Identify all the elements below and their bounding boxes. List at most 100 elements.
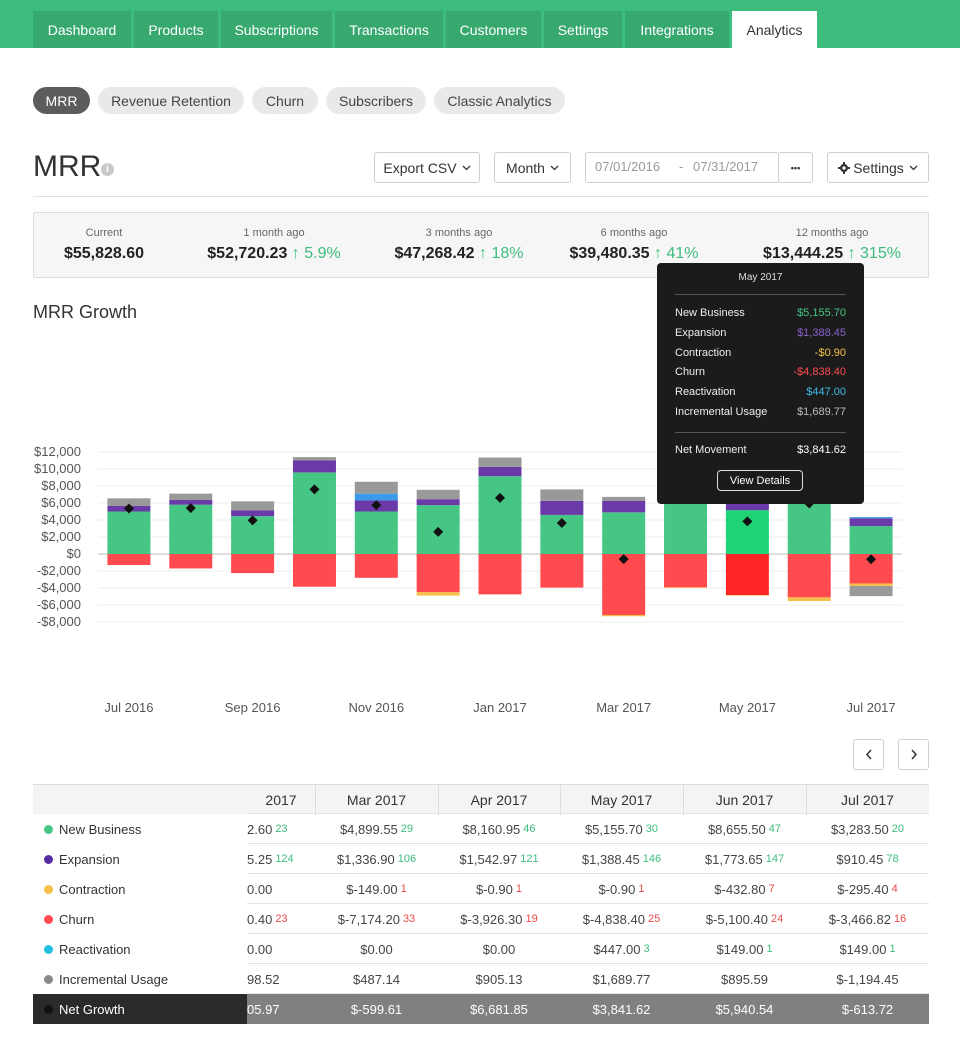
- tooltip-label: Reactivation: [675, 386, 736, 398]
- bar-segment-expansion[interactable]: [416, 499, 460, 506]
- pill-mrr[interactable]: MRR: [33, 87, 90, 114]
- net-marker[interactable]: [371, 500, 382, 511]
- column-header[interactable]: Jul 2017: [841, 792, 894, 808]
- net-marker[interactable]: [495, 492, 505, 503]
- tab-customers[interactable]: Customers: [446, 11, 541, 48]
- tab-settings[interactable]: Settings: [544, 11, 622, 48]
- net-marker[interactable]: [185, 503, 196, 514]
- net-marker[interactable]: [866, 554, 877, 565]
- bar-segment-incremental-usage[interactable]: [354, 481, 398, 494]
- bar-segment-incremental-usage[interactable]: [107, 498, 151, 506]
- more-options-button[interactable]: •••: [778, 152, 813, 183]
- bar-segment-incremental-usage[interactable]: [292, 457, 336, 461]
- info-icon[interactable]: i: [101, 163, 114, 176]
- net-marker[interactable]: [618, 554, 629, 565]
- bar-segment-expansion[interactable]: [540, 500, 584, 515]
- bar-segment-contraction[interactable]: [787, 597, 831, 602]
- export-csv-button[interactable]: Export CSV: [374, 152, 480, 183]
- bar-segment-incremental-usage[interactable]: [849, 585, 893, 597]
- bar-segment-new-business[interactable]: [107, 511, 151, 555]
- period-select[interactable]: Month: [494, 152, 571, 183]
- cell-value: 0.00: [247, 941, 273, 957]
- net-marker[interactable]: [247, 515, 258, 526]
- view-details-button[interactable]: View Details: [717, 470, 803, 491]
- bar-segment-churn[interactable]: [478, 554, 522, 595]
- net-marker[interactable]: [556, 517, 567, 528]
- bar-segment-expansion[interactable]: [231, 510, 275, 517]
- bar-segment-new-business[interactable]: [478, 476, 522, 554]
- bar-segment-incremental-usage[interactable]: [416, 489, 460, 500]
- tooltip-value: $5,155.70: [797, 307, 846, 319]
- pill-classic-analytics[interactable]: Classic Analytics: [434, 87, 565, 114]
- column-header[interactable]: Mar 2017: [346, 792, 407, 808]
- cell-value: $149.00: [716, 941, 764, 957]
- y-tick-label: $0: [67, 546, 81, 561]
- bar-segment-churn[interactable]: [354, 554, 398, 578]
- bar-segment-incremental-usage[interactable]: [169, 493, 213, 501]
- tab-analytics[interactable]: Analytics: [732, 11, 817, 48]
- bar-segment-contraction[interactable]: [416, 592, 460, 596]
- table-cell: $1,689.77: [560, 964, 683, 994]
- chevron-left-icon: [865, 749, 872, 760]
- bar-segment-churn[interactable]: [107, 554, 151, 566]
- column-header[interactable]: 2017: [265, 792, 297, 808]
- pill-churn[interactable]: Churn: [252, 87, 318, 114]
- summary-value: $55,828.60: [63, 245, 145, 262]
- bar-segment-expansion[interactable]: [169, 500, 213, 505]
- bar-segment-contraction[interactable]: [725, 595, 769, 596]
- column-header[interactable]: Apr 2017: [470, 792, 528, 808]
- bar-segment-churn[interactable]: [540, 554, 584, 588]
- bar-segment-churn[interactable]: [664, 554, 708, 588]
- net-marker[interactable]: [742, 516, 753, 527]
- bar-segment-new-business[interactable]: [849, 526, 893, 554]
- bar-segment-new-business[interactable]: [602, 512, 646, 554]
- date-from[interactable]: 07/01/2016: [595, 159, 661, 174]
- bar-segment-expansion[interactable]: [292, 460, 336, 473]
- bar-segment-reactivation[interactable]: [849, 517, 893, 519]
- bar-segment-expansion[interactable]: [602, 500, 646, 513]
- bar-segment-churn[interactable]: [787, 554, 831, 598]
- cell-value: 98.52: [247, 971, 280, 987]
- table-row: 2.60 23 $4,899.55 29 $8,160.95 46 $5,155.70 30 $…: [33, 814, 929, 844]
- bar-segment-churn[interactable]: [231, 554, 275, 574]
- bar-segment-churn[interactable]: [602, 554, 646, 615]
- tab-integrations[interactable]: Integrations: [625, 11, 729, 48]
- prev-page-button[interactable]: [853, 739, 884, 770]
- bar-segment-incremental-usage[interactable]: [478, 457, 522, 467]
- tab-products[interactable]: Products: [134, 11, 218, 48]
- net-marker[interactable]: [433, 526, 444, 537]
- net-marker[interactable]: [123, 503, 134, 514]
- date-to[interactable]: 07/31/2017: [693, 159, 759, 174]
- column-header[interactable]: Jun 2017: [715, 792, 774, 808]
- bar-segment-contraction[interactable]: [664, 587, 708, 588]
- next-page-button[interactable]: [898, 739, 929, 770]
- bar-segment-reactivation[interactable]: [354, 493, 398, 501]
- bar-segment-incremental-usage[interactable]: [540, 489, 584, 501]
- bar-segment-contraction[interactable]: [602, 614, 646, 617]
- bar-segment-new-business[interactable]: [354, 511, 398, 555]
- column-header[interactable]: May 2017: [590, 792, 653, 808]
- bar-segment-expansion[interactable]: [725, 498, 769, 511]
- bar-segment-expansion[interactable]: [478, 466, 522, 477]
- date-range-input[interactable]: [585, 152, 779, 183]
- pill-revenue-retention[interactable]: Revenue Retention: [98, 87, 244, 114]
- table-header-label: [33, 785, 247, 815]
- bar-segment-expansion[interactable]: [849, 518, 893, 527]
- cell-count: 20: [891, 823, 905, 835]
- tooltip-value: -$4,838.40: [793, 366, 846, 378]
- net-marker[interactable]: [309, 484, 320, 495]
- table-row: 0.00 $0.00 $0.00 $447.00 3 $149.00 1 $149.00 1 Re…: [33, 934, 929, 964]
- tab-subscriptions[interactable]: Subscriptions: [221, 11, 332, 48]
- cell-value: $905.13: [475, 971, 523, 987]
- bar-segment-churn[interactable]: [725, 554, 769, 596]
- bar-segment-contraction[interactable]: [849, 583, 893, 586]
- pill-subscribers[interactable]: Subscribers: [326, 87, 426, 114]
- tab-transactions[interactable]: Transactions: [335, 11, 443, 48]
- bar-segment-incremental-usage[interactable]: [602, 496, 646, 501]
- bar-segment-churn[interactable]: [416, 554, 460, 593]
- bar-segment-churn[interactable]: [292, 554, 336, 587]
- bar-segment-incremental-usage[interactable]: [231, 501, 275, 511]
- bar-segment-churn[interactable]: [169, 554, 213, 569]
- tab-dashboard[interactable]: Dashboard: [33, 11, 131, 48]
- settings-button[interactable]: Settings: [827, 152, 929, 183]
